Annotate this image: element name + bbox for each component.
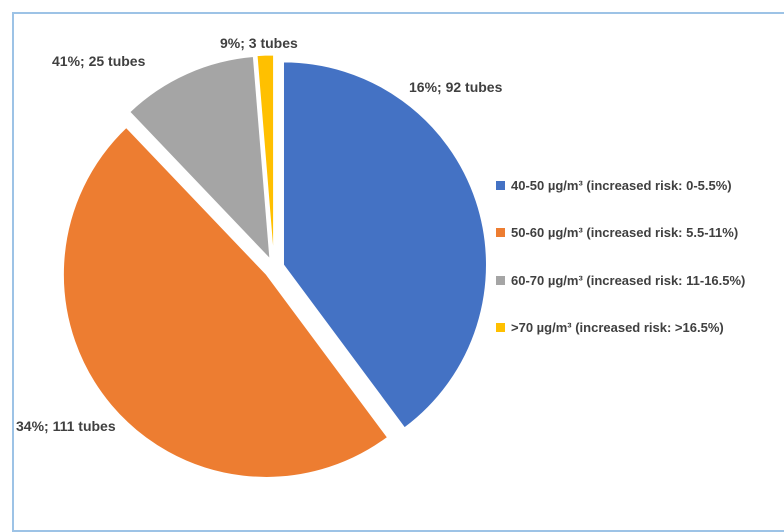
legend-swatch — [496, 180, 505, 190]
slice-60-70 — [129, 56, 271, 261]
slice-40-50 — [282, 61, 487, 429]
legend-label: 40-50 µg/m³ (increased risk: 0-5.5%) — [511, 177, 732, 193]
legend-swatch — [496, 275, 505, 285]
pie-slices — [62, 54, 487, 478]
pie-chart: 16%; 92 tubes 34%; 111 tubes 41%; 25 tubes… — [16, 35, 503, 478]
legend-swatch — [496, 323, 505, 332]
data-label: 16%; 92 tubes — [409, 79, 503, 95]
legend-item-60-70: 60-70 µg/m³ (increased risk: 11-16.5%) — [496, 271, 784, 289]
data-label: 9%; 3 tubes — [220, 35, 298, 51]
legend-label: 60-70 µg/m³ (increased risk: 11-16.5%) — [511, 272, 746, 288]
legend-swatch — [496, 228, 505, 237]
legend-item-40-50: 40-50 µg/m³ (increased risk: 0-5.5%) — [496, 176, 784, 194]
legend-label: 50-60 µg/m³ (increased risk: 5.5-11%) — [511, 225, 739, 240]
slice-over-70 — [256, 54, 275, 259]
data-label: 41%; 25 tubes — [52, 53, 146, 69]
legend-item-50-60: 50-60 µg/m³ (increased risk: 5.5-11%) — [496, 224, 784, 242]
pie-data-labels: 16%; 92 tubes 34%; 111 tubes 41%; 25 tubes… — [16, 35, 503, 434]
data-label: 34%; 111 tubes — [16, 418, 116, 434]
slice-50-60 — [62, 126, 389, 478]
legend-label: >70 µg/m³ (increased risk: >16.5%) — [511, 320, 724, 335]
legend-item-over-70: >70 µg/m³ (increased risk: >16.5%) — [496, 319, 784, 337]
legend: 40-50 µg/m³ (increased risk: 0-5.5%) 50-… — [496, 176, 784, 366]
